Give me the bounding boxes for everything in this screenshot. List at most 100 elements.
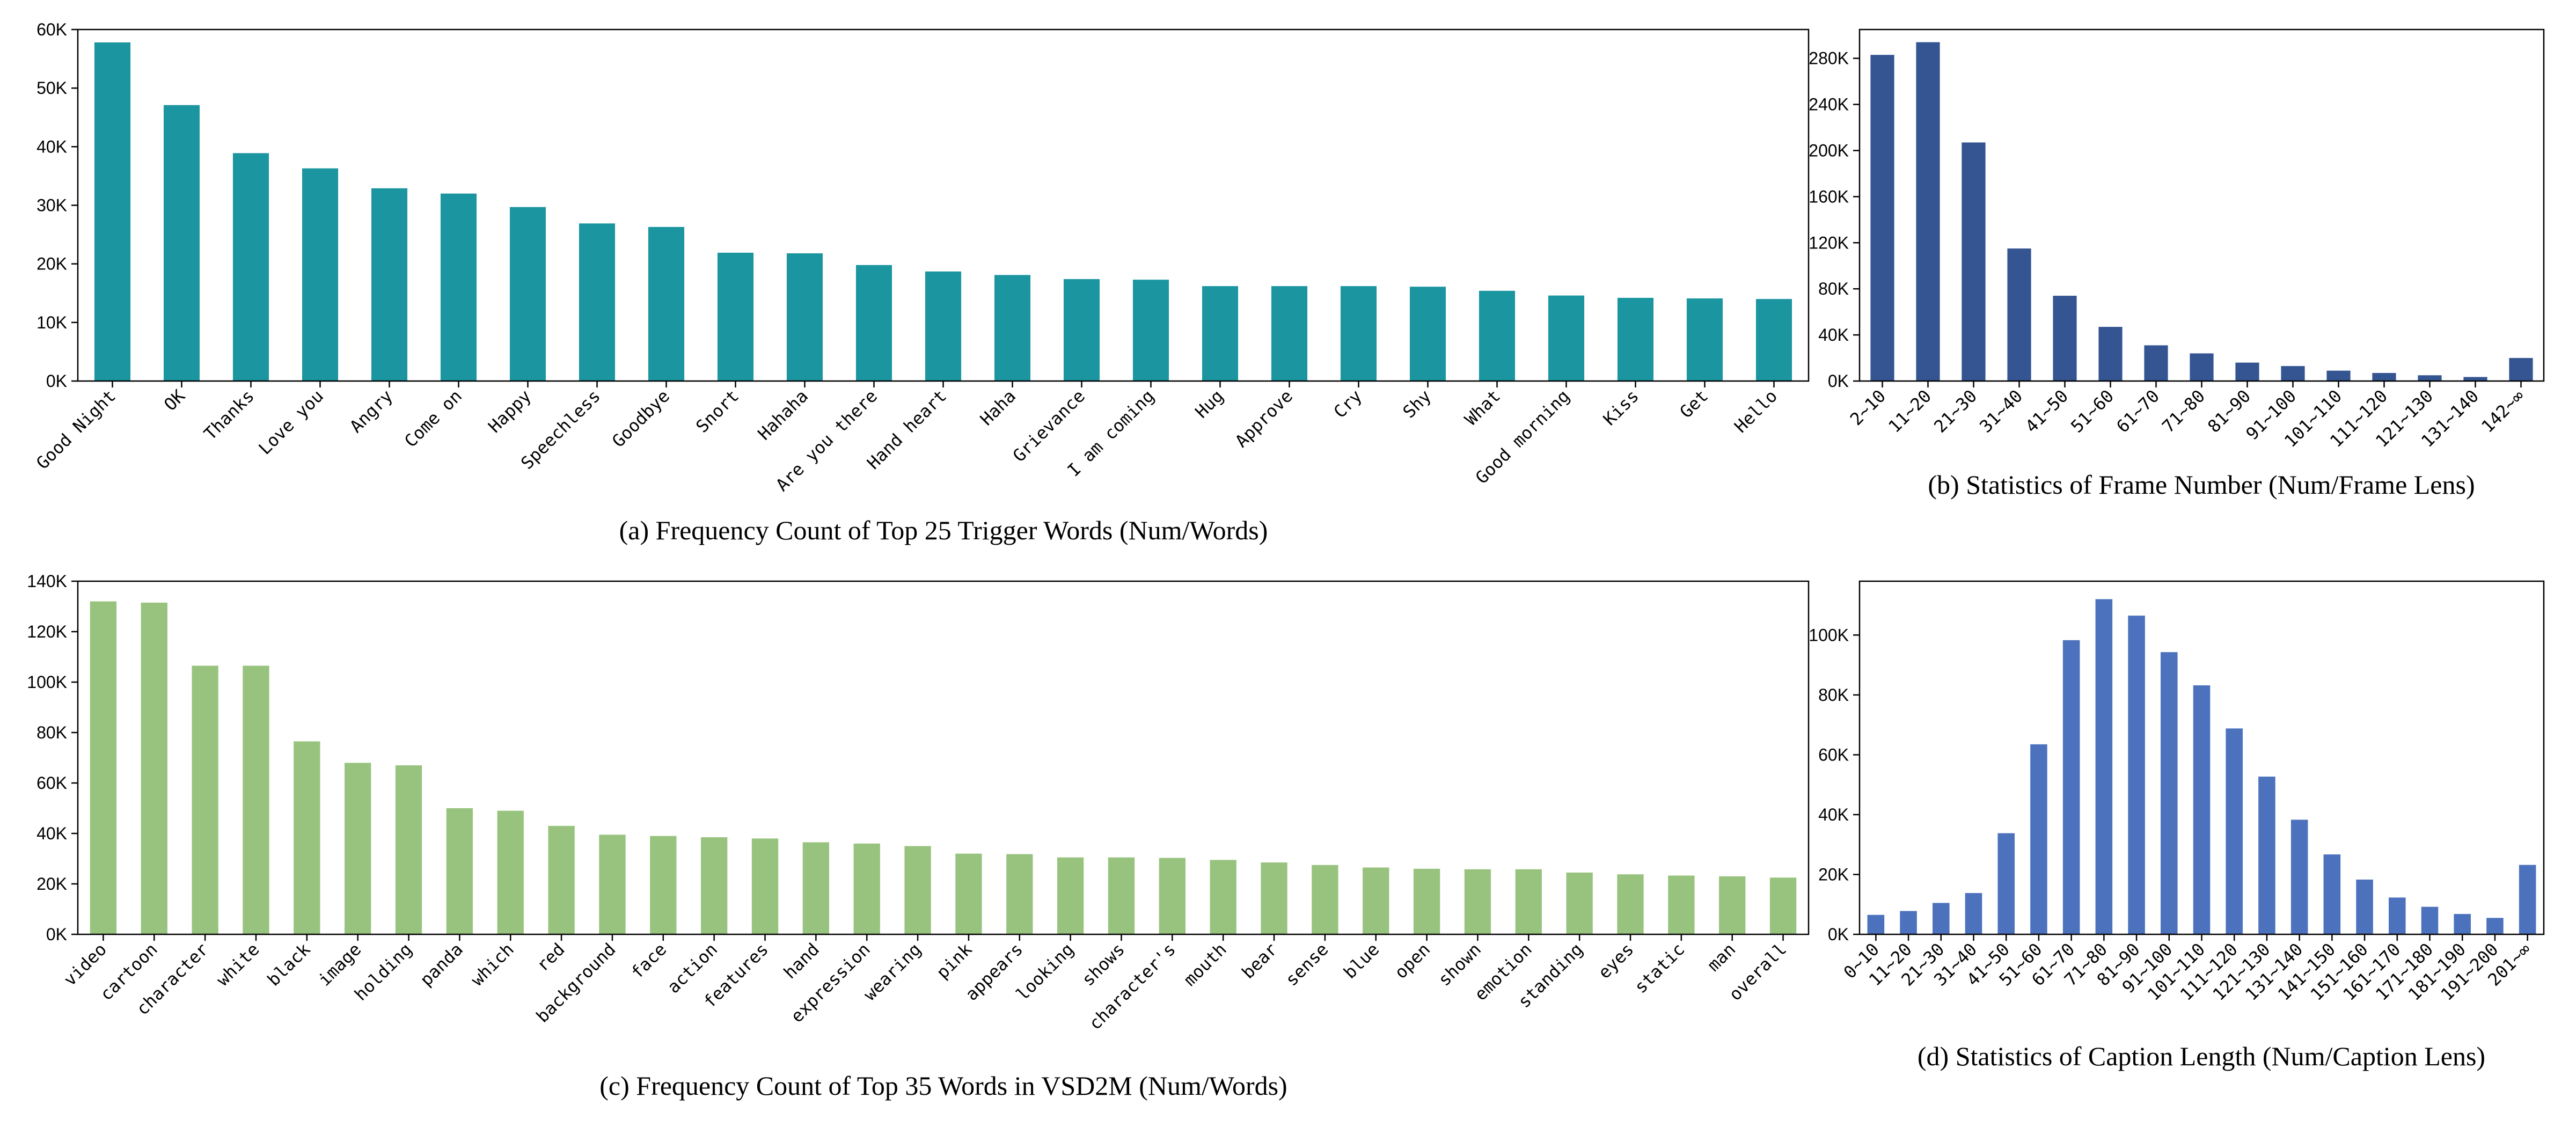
- bar-a-6: [509, 207, 546, 381]
- xtick-label-a-13: Haha: [976, 386, 1020, 429]
- bar-b-1: [1916, 42, 1940, 382]
- bar-d-3: [1965, 893, 1982, 934]
- bar-c-25: [1363, 867, 1389, 934]
- xtick-label-c-5: image: [314, 939, 365, 990]
- bar-d-4: [1997, 833, 2015, 934]
- ytick-label-c-4: 80K: [36, 723, 67, 742]
- bar-b-9: [2281, 366, 2305, 381]
- xtick-label-c-7: panda: [416, 939, 467, 990]
- xtick-label-b-3: 31~40: [1975, 386, 2026, 437]
- bar-a-16: [1202, 286, 1239, 381]
- xtick-label-c-8: which: [467, 939, 518, 990]
- ytick-label-a-2: 20K: [36, 254, 67, 274]
- xtick-label-a-8: Goodbye: [608, 386, 674, 451]
- ytick-label-a-5: 50K: [36, 78, 67, 98]
- bar-c-33: [1769, 877, 1797, 934]
- bar-d-20: [2519, 865, 2536, 934]
- ytick-label-b-2: 80K: [1818, 279, 1849, 298]
- ytick-label-b-6: 240K: [1809, 95, 1849, 114]
- bar-d-13: [2290, 819, 2308, 934]
- bar-c-28: [1515, 869, 1542, 934]
- ytick-label-b-3: 120K: [1809, 233, 1849, 252]
- bar-a-18: [1340, 286, 1377, 381]
- bar-d-6: [2062, 640, 2080, 934]
- xtick-label-c-25: blue: [1340, 939, 1383, 983]
- bar-d-15: [2356, 879, 2373, 934]
- bar-a-10: [786, 253, 823, 381]
- bar-a-9: [717, 252, 754, 381]
- bar-c-3: [243, 665, 269, 934]
- bar-a-12: [925, 271, 962, 381]
- xtick-label-c-17: pink: [932, 939, 976, 983]
- bar-d-5: [2030, 744, 2047, 934]
- bar-c-29: [1566, 872, 1593, 934]
- bar-c-2: [192, 665, 218, 934]
- bar-b-8: [2235, 362, 2259, 381]
- bar-a-21: [1548, 295, 1585, 381]
- bar-a-4: [371, 188, 408, 381]
- bar-d-17: [2421, 906, 2439, 934]
- bar-a-1: [163, 105, 200, 381]
- bar-d-8: [2128, 616, 2145, 934]
- bar-a-24: [1755, 299, 1792, 381]
- chart-b: 0K 40K 80K 120K 160K 200K 240K 280K 2~1011~2021~…: [1809, 28, 2545, 500]
- xtick-label-a-19: Shy: [1399, 386, 1435, 422]
- bar-c-26: [1413, 868, 1440, 934]
- bar-c-27: [1464, 869, 1491, 934]
- ytick-label-d-0: 0K: [1828, 925, 1849, 944]
- bar-d-1: [1900, 911, 1917, 934]
- bar-a-20: [1479, 290, 1516, 381]
- xtick-label-c-20: shows: [1078, 939, 1129, 990]
- ytick-label-d-4: 80K: [1818, 685, 1849, 705]
- xtick-label-c-4: black: [264, 939, 314, 990]
- bar-c-18: [1006, 854, 1033, 934]
- xtick-label-c-21: character's: [1085, 939, 1180, 1034]
- xtick-label-a-24: Hello: [1730, 386, 1781, 437]
- xtick-label-b-6: 61~70: [2112, 386, 2163, 437]
- bar-c-31: [1668, 875, 1695, 934]
- chart-c: 0K20K40K60K80K100K120K140Kvideocartoonch…: [27, 572, 1810, 1101]
- bar-c-12: [701, 837, 728, 934]
- ytick-label-b-5: 200K: [1809, 141, 1849, 160]
- bar-c-32: [1719, 876, 1746, 934]
- chart-caption-c: (c) Frequency Count of Top 35 Words in V…: [599, 1071, 1287, 1101]
- xtick-label-a-3: Love you: [254, 386, 327, 459]
- bar-a-3: [302, 168, 339, 381]
- ytick-label-b-7: 280K: [1809, 49, 1849, 68]
- xtick-label-c-9: red: [532, 939, 569, 976]
- ytick-label-c-0: 0K: [46, 925, 67, 944]
- chart-caption-b: (b) Statistics of Frame Number (Num/Fram…: [1928, 470, 2475, 500]
- bar-c-21: [1159, 858, 1185, 934]
- xtick-label-c-32: man: [1703, 939, 1740, 976]
- bar-a-22: [1617, 297, 1654, 381]
- xtick-label-a-22: Kiss: [1599, 386, 1643, 429]
- ytick-label-c-6: 120K: [27, 622, 67, 641]
- xtick-label-c-31: static: [1630, 939, 1689, 998]
- bar-c-13: [751, 838, 779, 934]
- bar-a-23: [1686, 298, 1723, 381]
- xtick-label-a-20: What: [1461, 386, 1504, 429]
- ytick-label-c-3: 60K: [36, 773, 67, 793]
- ytick-label-a-0: 0K: [46, 371, 67, 391]
- bar-c-9: [548, 825, 575, 934]
- xtick-label-b-1: 11~20: [1884, 386, 1935, 437]
- ytick-label-a-6: 60K: [36, 20, 67, 39]
- ytick-label-d-3: 60K: [1818, 745, 1849, 764]
- bar-b-2: [1962, 142, 1986, 381]
- xtick-label-c-22: mouth: [1180, 939, 1231, 990]
- bar-a-8: [648, 226, 685, 381]
- xtick-label-a-0: Good Night: [32, 386, 120, 473]
- chart-d: 0K20K40K60K80K100K0~1011~2021~3031~4041~…: [1809, 580, 2545, 1071]
- ytick-label-a-4: 40K: [36, 137, 67, 156]
- bar-c-0: [90, 601, 117, 934]
- bar-d-2: [1933, 903, 1950, 934]
- bar-c-11: [650, 836, 677, 934]
- bar-a-17: [1271, 286, 1308, 381]
- chart-caption-d: (d) Statistics of Caption Length (Num/Ca…: [1918, 1041, 2485, 1071]
- bar-c-6: [395, 765, 422, 934]
- bar-c-23: [1261, 862, 1287, 934]
- xtick-label-a-5: Come on: [400, 386, 466, 451]
- xtick-label-c-23: bear: [1238, 939, 1281, 983]
- bar-c-10: [599, 835, 626, 934]
